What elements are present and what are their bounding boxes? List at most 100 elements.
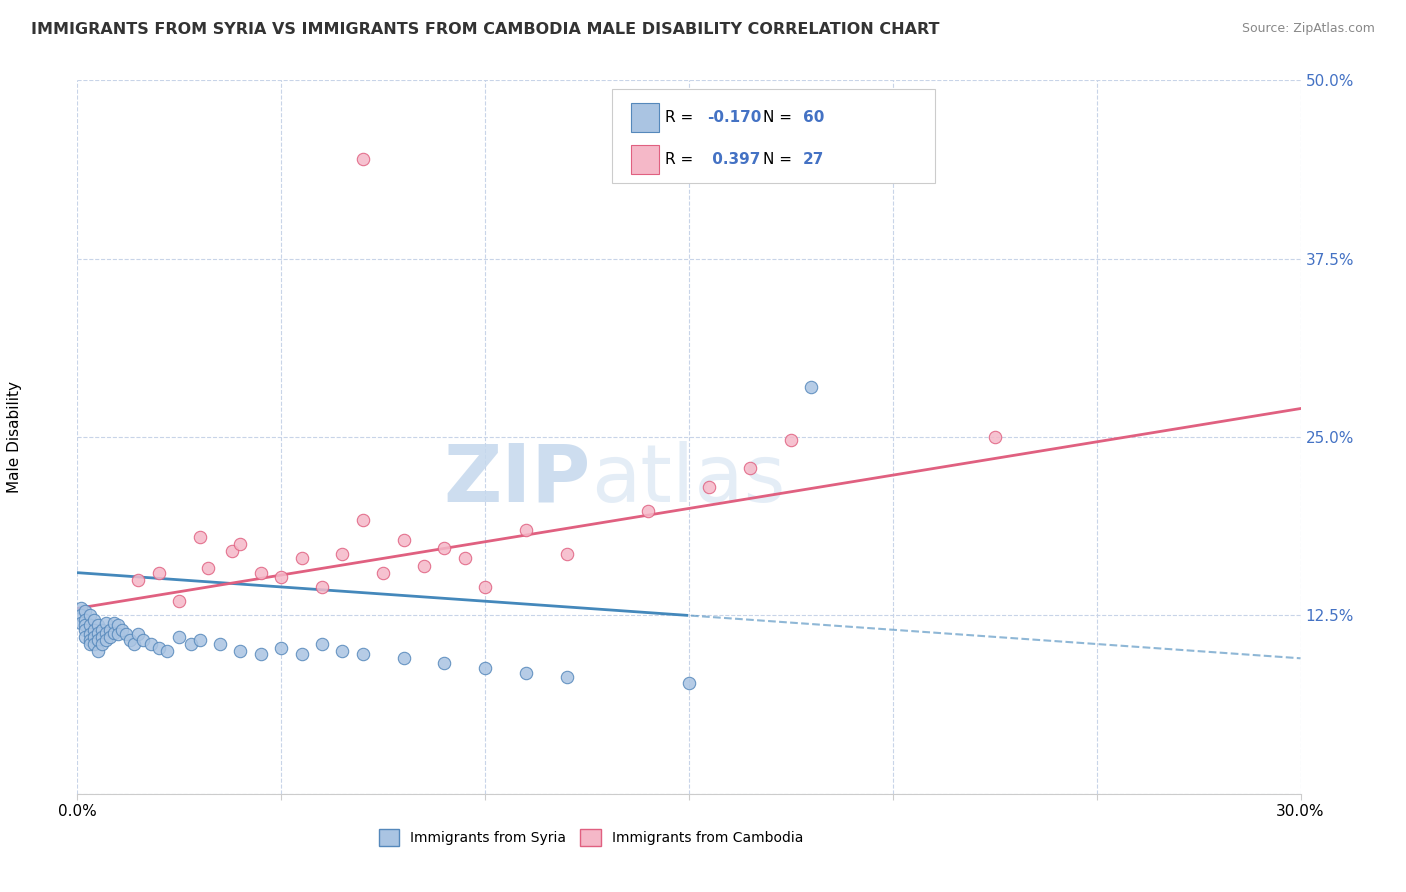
- Point: [433, 656, 456, 670]
- Text: IMMIGRANTS FROM SYRIA VS IMMIGRANTS FROM CAMBODIA MALE DISABILITY CORRELATION CH: IMMIGRANTS FROM SYRIA VS IMMIGRANTS FROM…: [31, 22, 939, 37]
- Text: 60: 60: [803, 110, 824, 125]
- Point: [699, 480, 721, 494]
- Y-axis label: Male Disability: Male Disability: [7, 381, 21, 493]
- Point: [79, 632, 101, 647]
- Point: [413, 558, 436, 573]
- Point: [124, 637, 146, 651]
- Point: [290, 551, 312, 566]
- Point: [392, 651, 415, 665]
- Point: [79, 637, 101, 651]
- Point: [800, 380, 823, 394]
- Point: [555, 670, 578, 684]
- Text: N =: N =: [763, 110, 797, 125]
- Point: [678, 675, 700, 690]
- Point: [75, 604, 97, 618]
- Text: R =: R =: [665, 110, 699, 125]
- Point: [115, 627, 138, 641]
- Point: [311, 637, 333, 651]
- Point: [90, 623, 112, 637]
- Point: [148, 641, 170, 656]
- Point: [70, 601, 93, 615]
- Point: [75, 623, 97, 637]
- Point: [332, 547, 354, 561]
- Text: ZIP: ZIP: [444, 441, 591, 519]
- Point: [83, 637, 105, 651]
- Text: N =: N =: [763, 153, 797, 168]
- Point: [250, 566, 273, 580]
- Point: [229, 644, 252, 658]
- Text: atlas: atlas: [591, 441, 786, 519]
- Point: [148, 566, 170, 580]
- Point: [90, 637, 112, 651]
- Point: [87, 618, 110, 632]
- Point: [740, 461, 762, 475]
- Point: [311, 580, 333, 594]
- Text: 0.397: 0.397: [707, 153, 761, 168]
- Point: [474, 661, 496, 675]
- Point: [98, 630, 121, 644]
- Point: [221, 544, 243, 558]
- Point: [103, 625, 125, 640]
- Point: [371, 566, 394, 580]
- Point: [111, 623, 134, 637]
- Point: [75, 613, 97, 627]
- Point: [515, 523, 537, 537]
- Point: [188, 632, 211, 647]
- Point: [555, 547, 578, 561]
- Point: [352, 152, 374, 166]
- Text: R =: R =: [665, 153, 699, 168]
- Point: [270, 570, 292, 584]
- Point: [433, 541, 456, 556]
- Point: [637, 504, 659, 518]
- Point: [180, 637, 202, 651]
- Point: [156, 644, 179, 658]
- Point: [515, 665, 537, 680]
- Point: [75, 618, 97, 632]
- Point: [70, 615, 93, 630]
- Point: [120, 632, 142, 647]
- Point: [392, 533, 415, 547]
- Point: [70, 608, 93, 623]
- Point: [103, 615, 125, 630]
- Text: -0.170: -0.170: [707, 110, 762, 125]
- Point: [332, 644, 354, 658]
- Point: [453, 551, 475, 566]
- Point: [131, 632, 153, 647]
- Point: [127, 627, 149, 641]
- Point: [98, 623, 121, 637]
- Point: [270, 641, 292, 656]
- Point: [127, 573, 149, 587]
- Point: [94, 625, 117, 640]
- Point: [474, 580, 496, 594]
- Point: [90, 630, 112, 644]
- Point: [250, 647, 273, 661]
- Point: [139, 637, 162, 651]
- Point: [87, 632, 110, 647]
- Point: [83, 623, 105, 637]
- Point: [352, 513, 374, 527]
- Point: [79, 608, 101, 623]
- Point: [984, 430, 1007, 444]
- Text: 27: 27: [803, 153, 824, 168]
- Point: [75, 630, 97, 644]
- Point: [779, 433, 801, 447]
- Point: [83, 613, 105, 627]
- Point: [83, 630, 105, 644]
- Point: [197, 561, 219, 575]
- Point: [94, 632, 117, 647]
- Point: [87, 644, 110, 658]
- Point: [79, 618, 101, 632]
- Point: [169, 630, 191, 644]
- Point: [169, 594, 191, 608]
- Legend: Immigrants from Syria, Immigrants from Cambodia: Immigrants from Syria, Immigrants from C…: [373, 823, 810, 851]
- Point: [229, 537, 252, 551]
- Point: [87, 625, 110, 640]
- Point: [107, 627, 129, 641]
- Point: [188, 530, 211, 544]
- Text: Source: ZipAtlas.com: Source: ZipAtlas.com: [1241, 22, 1375, 36]
- Point: [208, 637, 231, 651]
- Point: [352, 647, 374, 661]
- Point: [79, 627, 101, 641]
- Point: [107, 618, 129, 632]
- Point: [290, 647, 312, 661]
